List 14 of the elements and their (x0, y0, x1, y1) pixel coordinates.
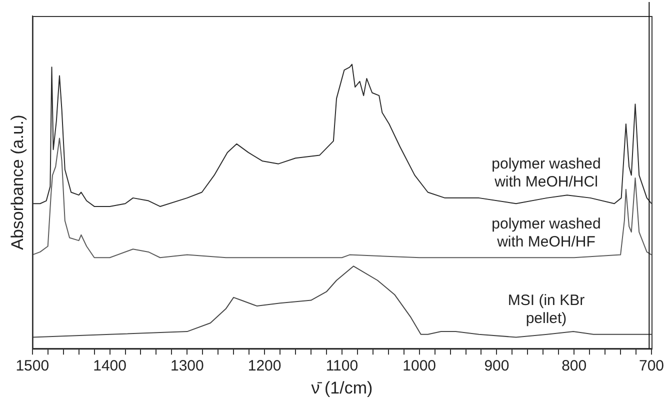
x-tick-label: 1200 (248, 358, 282, 375)
x-tick-label: 1300 (170, 358, 204, 375)
x-tick-label: 700 (638, 358, 664, 375)
x-tick-label: 1100 (326, 358, 358, 375)
x-axis-title: ν̄ (1/cm) (311, 378, 373, 398)
y-axis-title: Absorbance (a.u.) (8, 114, 27, 250)
x-tick-label: 1000 (402, 358, 436, 375)
x-tick-label: 1400 (93, 358, 126, 375)
x-tick-label: 1500 (16, 358, 50, 375)
series-label: MSI (in KBr pellet) (508, 292, 585, 328)
series-label: polymer washed with MeOH/HCl (492, 156, 601, 191)
series-label: polymer washed with MeOH/HF (492, 215, 601, 250)
x-tick-label: 800 (562, 358, 587, 375)
x-tick-label: 900 (484, 358, 510, 375)
